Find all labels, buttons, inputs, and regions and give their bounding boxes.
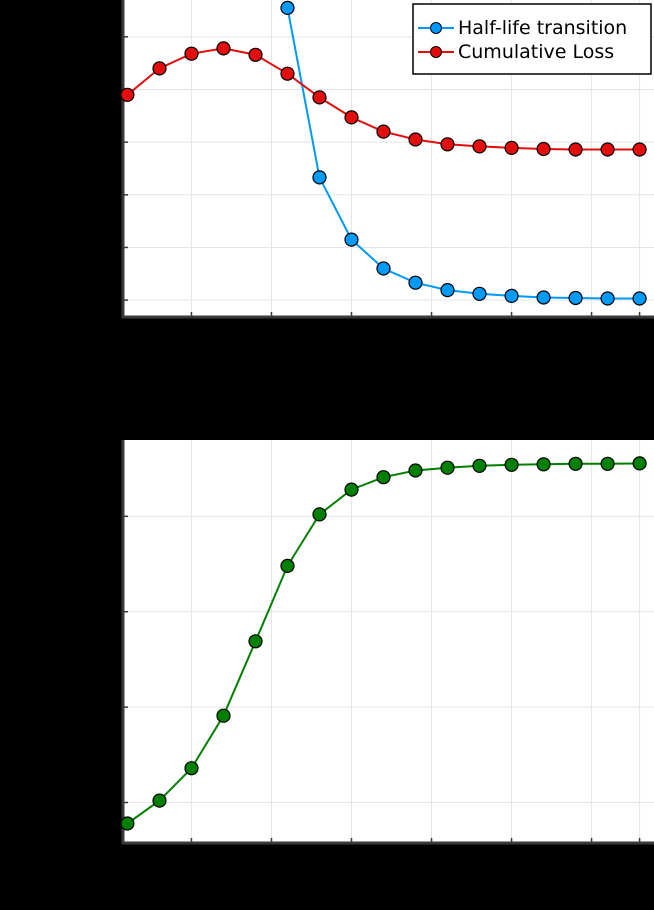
- bottom-series-0-point: [152, 793, 167, 808]
- top-series-0-point: [280, 0, 295, 16]
- bottom-series-0-point: [536, 457, 551, 472]
- top-series-0-point: [632, 291, 647, 306]
- bottom-grid: [122, 440, 654, 844]
- bottom-series-0-point: [504, 457, 519, 472]
- top-series-1-point: [568, 142, 583, 157]
- top-series-0-point: [440, 283, 455, 298]
- top-series-0-point: [312, 170, 327, 185]
- bottom-series-0-point: [472, 458, 487, 473]
- bottom-series-0-point: [248, 634, 263, 649]
- top-legend: Half-life transition Cumulative Loss: [412, 3, 652, 75]
- top-series-1-point: [216, 41, 231, 56]
- legend-label-half-life: Half-life transition: [458, 17, 627, 39]
- bottom-series-0-point: [120, 816, 135, 831]
- top-series-layer: [120, 0, 647, 306]
- top-series-1-point: [440, 137, 455, 152]
- top-grid: [122, 0, 654, 318]
- top-series-0-point: [504, 288, 519, 303]
- legend-marker-cumulative-loss: [430, 46, 442, 58]
- bottom-series-0-point: [408, 463, 423, 478]
- legend-marker-half-life: [430, 22, 442, 34]
- bottom-series-0-point: [568, 456, 583, 471]
- bottom-axes: [121, 440, 654, 845]
- top-series-1-point: [120, 87, 135, 102]
- bottom-series-0-point: [280, 558, 295, 574]
- top-series-1-point: [472, 139, 487, 154]
- bottom-series-0-point: [344, 482, 359, 497]
- top-series-1-point: [376, 124, 391, 139]
- bottom-series-0-point: [312, 507, 327, 522]
- top-series-0-point: [472, 286, 487, 301]
- top-series-0-point: [344, 232, 359, 247]
- top-series-1-point: [600, 142, 615, 157]
- top-series-1-point: [536, 141, 551, 157]
- top-series-0-point: [408, 275, 423, 290]
- top-series-1-point: [312, 90, 327, 105]
- top-series-1-point: [632, 142, 647, 157]
- bottom-series-0-point: [216, 708, 231, 723]
- top-series-1-point: [344, 110, 359, 125]
- top-series-0-point: [536, 290, 551, 305]
- bottom-series-0-point: [184, 761, 199, 776]
- bottom-series-layer: [120, 456, 647, 831]
- top-series-0-point: [600, 291, 615, 306]
- top-series-1-point: [248, 47, 263, 62]
- bottom-series-0-point: [632, 456, 647, 471]
- top-series-1-point: [280, 66, 295, 81]
- top-series-1-point: [408, 132, 423, 147]
- bottom-series-0-point: [376, 470, 391, 485]
- bottom-plot-area: [122, 440, 654, 844]
- top-series-1-point: [152, 61, 167, 76]
- bottom-series-0-point: [440, 460, 455, 475]
- top-series-1-point: [184, 46, 199, 61]
- top-series-0-point: [376, 261, 391, 276]
- legend-label-cumulative-loss: Cumulative Loss: [458, 41, 614, 63]
- legend-box: [412, 3, 652, 75]
- top-series-0-point: [568, 290, 583, 306]
- top-series-1-point: [504, 140, 519, 155]
- bottom-series-0-point: [600, 456, 615, 471]
